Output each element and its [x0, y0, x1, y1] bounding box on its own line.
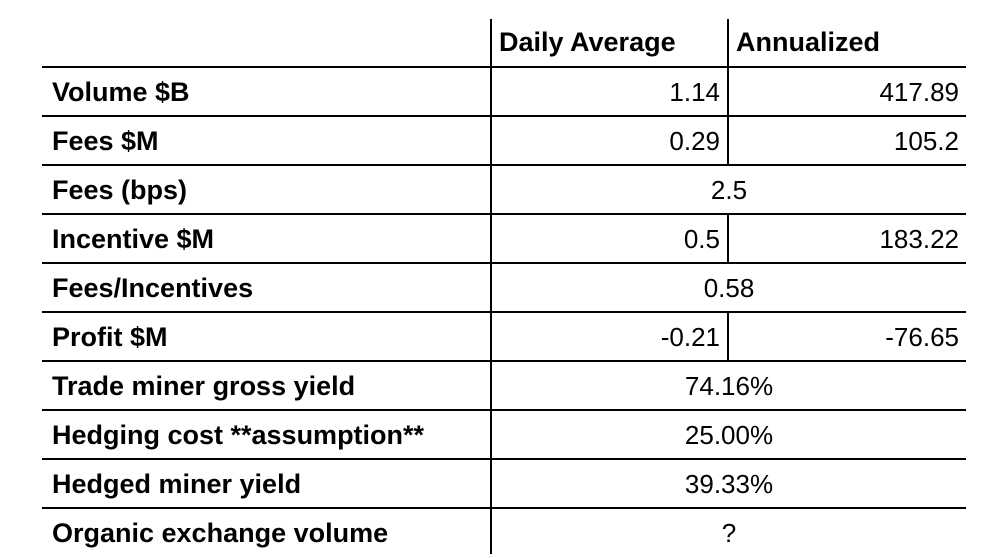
cell-profit-daily[interactable]: -0.21	[660, 322, 720, 352]
column-divider-header	[727, 19, 729, 67]
row-label-volume[interactable]: Volume $B	[52, 77, 190, 107]
row-divider	[42, 115, 966, 117]
row-divider	[42, 262, 966, 264]
column-divider-labels	[490, 19, 492, 554]
row-label-profit[interactable]: Profit $M	[52, 322, 168, 352]
row-divider	[42, 66, 966, 68]
cell-fees-m-annual[interactable]: 105.2	[893, 126, 959, 156]
row-label-fees-incentives[interactable]: Fees/Incentives	[52, 273, 254, 303]
row-label-fees-m[interactable]: Fees $M	[52, 126, 159, 156]
row-divider	[42, 164, 966, 166]
row-label-hedged-miner-yield[interactable]: Hedged miner yield	[52, 469, 302, 499]
cell-incentive-annual[interactable]: 183.22	[879, 224, 959, 254]
row-divider	[42, 409, 966, 411]
cell-fees-bps[interactable]: 2.5	[710, 175, 748, 205]
cell-organic-exchange-volume[interactable]: ?	[721, 518, 737, 548]
cell-profit-annual[interactable]: -76.65	[885, 322, 959, 352]
cell-trade-miner-gross-yield[interactable]: 74.16%	[684, 371, 774, 401]
row-label-hedging-cost[interactable]: Hedging cost **assumption**	[52, 420, 425, 450]
cell-incentive-daily[interactable]: 0.5	[683, 224, 720, 254]
cell-fees-incentives[interactable]: 0.58	[703, 273, 755, 303]
row-divider	[42, 213, 966, 215]
column-divider-incentive	[727, 213, 729, 262]
column-divider-fees	[727, 115, 729, 164]
row-divider	[42, 507, 966, 509]
row-label-fees-bps[interactable]: Fees (bps)	[52, 175, 188, 205]
column-divider-profit	[727, 311, 729, 360]
cell-fees-m-daily[interactable]: 0.29	[669, 126, 720, 156]
row-divider	[42, 311, 966, 313]
cell-volume-daily[interactable]: 1.14	[669, 77, 720, 107]
column-divider-volume	[727, 66, 729, 115]
row-label-trade-miner-gross-yield[interactable]: Trade miner gross yield	[52, 371, 356, 401]
cell-volume-annual[interactable]: 417.89	[879, 77, 959, 107]
cell-hedging-cost[interactable]: 25.00%	[684, 420, 774, 450]
row-divider	[42, 458, 966, 460]
cell-hedged-miner-yield[interactable]: 39.33%	[684, 469, 774, 499]
header-daily-average[interactable]: Daily Average	[499, 27, 676, 57]
row-divider	[42, 360, 966, 362]
row-label-organic-exchange-volume[interactable]: Organic exchange volume	[52, 518, 389, 548]
row-label-incentive[interactable]: Incentive $M	[52, 224, 215, 254]
header-annualized[interactable]: Annualized	[736, 27, 881, 57]
